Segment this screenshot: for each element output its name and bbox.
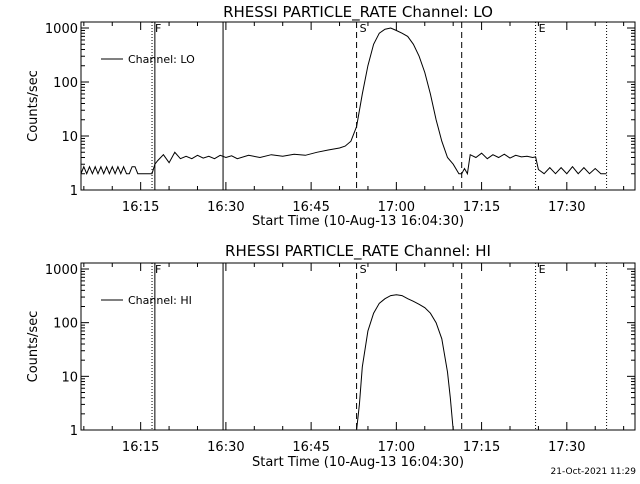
- event-marker-label: S: [360, 263, 367, 276]
- x-tick-label: 16:30: [207, 200, 244, 215]
- y-axis-label: Counts/sec: [26, 311, 41, 383]
- y-tick-label: 1: [70, 424, 78, 439]
- y-tick-label: 100: [53, 317, 78, 332]
- plot-frame: [80, 21, 636, 191]
- legend-label: Channel: HI: [128, 294, 192, 307]
- chart-title: RHESSI PARTICLE_RATE Channel: LO: [223, 3, 493, 22]
- hi-channel-panel: RHESSI PARTICLE_RATE Channel: HI 1 10 100 10…: [26, 242, 636, 470]
- x-tick-label: 17:15: [463, 440, 500, 455]
- y-tick-label: 1000: [45, 263, 78, 278]
- x-tick-label: 16:45: [292, 200, 329, 215]
- event-marker-label: F: [155, 22, 161, 35]
- y-tick-label: 100: [53, 76, 78, 91]
- chart-title: RHESSI PARTICLE_RATE Channel: HI: [225, 242, 491, 261]
- y-tick-label: 10: [61, 370, 78, 385]
- x-tick-label: 16:45: [292, 440, 329, 455]
- y-tick-label: 1: [70, 184, 78, 199]
- series-line: [356, 294, 454, 431]
- x-axis-label: Start Time (10-Aug-13 16:04:30): [252, 214, 464, 229]
- y-axis-label: Counts/sec: [26, 70, 41, 142]
- x-tick-label: 16:30: [207, 440, 244, 455]
- x-tick-label: 17:00: [378, 440, 415, 455]
- x-tick-label: 16:15: [122, 440, 159, 455]
- legend-label: Channel: LO: [128, 53, 195, 66]
- lo-channel-panel: RHESSI PARTICLE_RATE Channel: LO 1 10 100 10…: [26, 3, 636, 229]
- x-tick-label: 17:30: [548, 440, 585, 455]
- event-marker-label: E: [539, 22, 546, 35]
- x-tick-label: 17:15: [463, 200, 500, 215]
- event-marker-label: F: [155, 263, 161, 276]
- x-tick-label: 17:30: [548, 200, 585, 215]
- y-tick-label: 10: [61, 130, 78, 145]
- x-tick-label: 16:15: [122, 200, 159, 215]
- event-marker-label: S: [360, 22, 367, 35]
- x-tick-label: 17:00: [378, 200, 415, 215]
- plot-frame: [80, 262, 636, 431]
- series-line: [80, 27, 607, 176]
- y-tick-label: 1000: [45, 22, 78, 37]
- plot-timestamp: 21-Oct-2021 11:29: [551, 467, 637, 477]
- event-marker-label: E: [539, 263, 546, 276]
- x-axis-label: Start Time (10-Aug-13 16:04:30): [252, 455, 464, 470]
